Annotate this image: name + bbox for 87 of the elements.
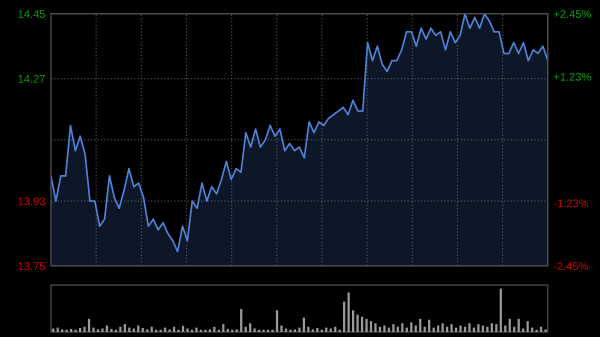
bar — [92, 328, 95, 332]
y-tick-label: 14.45 — [18, 10, 45, 18]
bar — [406, 328, 408, 332]
bar — [504, 325, 506, 332]
bar — [128, 328, 130, 332]
bar — [101, 328, 104, 332]
bar — [450, 324, 453, 332]
bar — [146, 329, 148, 332]
bar — [531, 328, 534, 332]
bar — [240, 308, 242, 332]
y-tick-label: 14.27 — [18, 74, 45, 83]
bar — [226, 328, 229, 332]
bar — [365, 318, 368, 332]
bar — [88, 318, 90, 332]
bar — [312, 329, 314, 332]
y2-tick-label: -1.23% — [554, 199, 588, 208]
bar — [325, 328, 328, 332]
bar — [432, 328, 435, 332]
bar — [437, 325, 440, 332]
bar — [446, 326, 448, 332]
bar — [186, 328, 189, 332]
bar — [213, 326, 216, 332]
bar — [482, 325, 484, 332]
bar — [508, 318, 511, 332]
y2-tick-label: -2.45% — [554, 262, 588, 270]
bar — [396, 326, 399, 332]
bar — [464, 326, 466, 332]
bar — [56, 328, 59, 332]
bar — [222, 324, 224, 332]
bar — [330, 328, 332, 332]
bar — [419, 318, 422, 332]
bar — [370, 321, 372, 332]
bar — [428, 320, 430, 332]
bar — [150, 326, 153, 332]
y-tick-label: 13.93 — [18, 197, 45, 206]
bar — [78, 328, 82, 332]
bar — [459, 325, 462, 332]
bar — [486, 326, 488, 332]
bar — [410, 322, 412, 332]
bar — [334, 326, 336, 332]
bar — [106, 325, 108, 332]
bar — [490, 323, 493, 332]
bar — [249, 323, 252, 332]
y-tick-label: 13.75 — [18, 262, 45, 270]
bar — [392, 324, 395, 332]
bar — [522, 328, 524, 332]
bar — [137, 325, 140, 332]
bar — [298, 328, 301, 332]
bar — [495, 324, 498, 332]
y2-tick-label: +2.45% — [554, 10, 591, 18]
bar — [513, 326, 516, 332]
bar — [142, 328, 144, 332]
bar — [356, 314, 359, 332]
bar — [119, 326, 122, 332]
bar — [236, 329, 238, 332]
bar — [52, 328, 54, 332]
bar — [280, 325, 283, 332]
bar — [540, 326, 542, 332]
bar — [284, 328, 288, 332]
bar — [454, 328, 458, 332]
bar — [518, 318, 520, 332]
bar — [388, 328, 390, 332]
bar — [383, 325, 386, 332]
bar — [526, 321, 529, 332]
bar — [477, 324, 480, 332]
bar — [254, 328, 256, 332]
bar — [195, 328, 198, 332]
bar — [70, 328, 72, 332]
bar — [124, 324, 126, 332]
bar — [343, 302, 346, 332]
bar — [244, 326, 247, 332]
bar — [172, 326, 176, 332]
y2-tick-label: +1.23% — [554, 72, 591, 81]
bar — [61, 329, 64, 332]
bar — [132, 328, 135, 332]
bar — [500, 288, 502, 332]
bar — [164, 328, 166, 332]
bar — [316, 328, 318, 332]
bar — [348, 292, 350, 332]
bar — [83, 326, 86, 332]
bar — [472, 328, 476, 332]
bar — [378, 326, 382, 332]
bar — [401, 323, 404, 332]
bar — [302, 318, 305, 332]
bar — [414, 325, 417, 332]
bar — [424, 326, 426, 332]
bar — [307, 326, 310, 332]
